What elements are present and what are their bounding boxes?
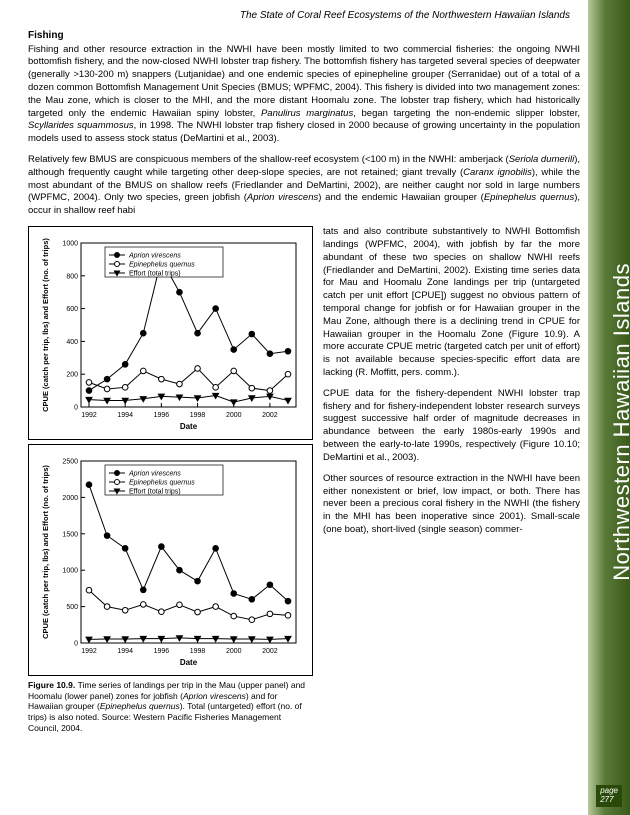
svg-text:500: 500	[66, 604, 78, 611]
running-header: The State of Coral Reef Ecosystems of th…	[0, 0, 630, 29]
svg-text:Aprion virescens: Aprion virescens	[128, 253, 181, 260]
sidebar-chapter-label: Northwestern Hawaiian Islands	[609, 263, 630, 581]
svg-text:Aprion virescens: Aprion virescens	[128, 471, 181, 478]
svg-text:0: 0	[74, 405, 78, 412]
svg-text:2002: 2002	[262, 648, 278, 655]
paragraph: CPUE data for the fishery-dependent NWHI…	[323, 388, 580, 465]
svg-text:Date: Date	[180, 422, 198, 431]
svg-text:1992: 1992	[81, 412, 97, 419]
svg-text:Date: Date	[180, 658, 198, 667]
svg-text:1998: 1998	[190, 412, 206, 419]
svg-text:Epinephelus quernus: Epinephelus quernus	[129, 480, 195, 487]
svg-text:1994: 1994	[117, 412, 133, 419]
paragraph: Other sources of resource extraction in …	[323, 473, 580, 537]
svg-text:2000: 2000	[226, 648, 242, 655]
figure-caption: Figure 10.9. Time series of landings per…	[28, 680, 313, 733]
svg-text:1998: 1998	[190, 648, 206, 655]
svg-text:CPUE (catch per trip, lbs) and: CPUE (catch per trip, lbs) and Effort (n…	[41, 465, 50, 639]
svg-text:0: 0	[74, 641, 78, 648]
chart-upper: 0 200 400 600 800 1000 1992 1994 1996 1998 2000 200…	[28, 226, 313, 440]
svg-text:2000: 2000	[226, 412, 242, 419]
svg-text:CPUE (catch per trip, lbs) and: CPUE (catch per trip, lbs) and Effort (n…	[41, 238, 50, 412]
paragraph: Relatively few BMUS are conspicuous memb…	[28, 154, 580, 218]
sidebar-band: Northwestern Hawaiian Islands page277	[588, 0, 630, 815]
svg-text:Effort (total trips): Effort (total trips)	[129, 489, 181, 496]
paragraph: tats and also contribute substantively t…	[323, 226, 580, 380]
svg-text:400: 400	[66, 339, 78, 346]
paragraph: Fishing and other resource extraction in…	[28, 44, 580, 147]
svg-text:1996: 1996	[154, 648, 170, 655]
svg-text:800: 800	[66, 273, 78, 280]
chart-lower: 0 500 1000 1500 2000 2500 1992 1994 1996 1998 2000…	[28, 444, 313, 676]
svg-text:1992: 1992	[81, 648, 97, 655]
svg-text:1994: 1994	[117, 648, 133, 655]
svg-text:1000: 1000	[62, 241, 78, 248]
svg-text:Effort (total trips): Effort (total trips)	[129, 271, 181, 278]
svg-text:2002: 2002	[262, 412, 278, 419]
svg-text:1500: 1500	[62, 531, 78, 538]
svg-text:2500: 2500	[62, 459, 78, 466]
svg-text:600: 600	[66, 306, 78, 313]
section-title: Fishing	[28, 29, 580, 43]
svg-text:Epinephelus quernus: Epinephelus quernus	[129, 262, 195, 269]
svg-text:200: 200	[66, 372, 78, 379]
page-number: page277	[596, 785, 622, 807]
svg-text:1996: 1996	[154, 412, 170, 419]
svg-text:1000: 1000	[62, 568, 78, 575]
svg-text:2000: 2000	[62, 495, 78, 502]
